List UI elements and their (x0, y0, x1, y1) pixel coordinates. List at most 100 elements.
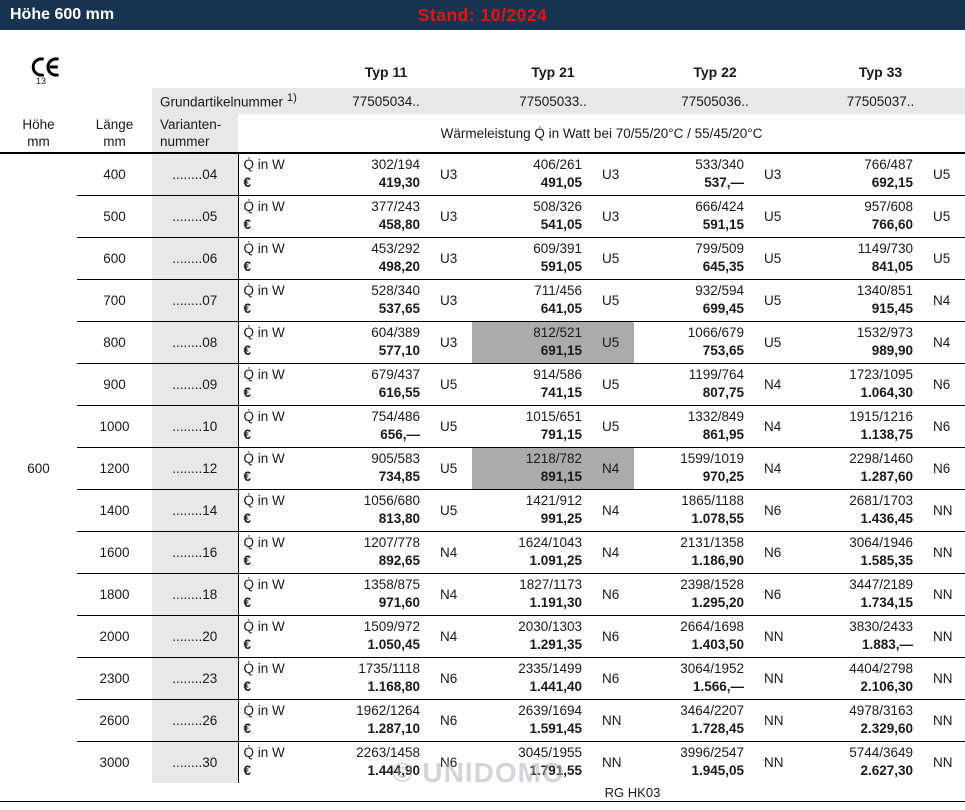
gan-spacer (0, 88, 152, 114)
typ21-leistung-preis: 2335/1499 1.441,40 (472, 656, 583, 699)
typ11-preis: 971,60 (378, 595, 420, 610)
typ33-code: U5 (913, 236, 965, 279)
typ21-leistung-preis: 711/456 641,05 (472, 278, 583, 321)
typ21-preis: 1.291,35 (529, 637, 583, 652)
typ11-preis: 1.287,10 (367, 721, 420, 736)
typ21-preis: 1.791,55 (529, 763, 583, 779)
watt-label: Q̇ in W (243, 451, 285, 466)
typ33-watt: 1149/730 (857, 241, 914, 256)
typ11-watt: 754/486 (371, 409, 420, 424)
typ21-watt: 1624/1043 (518, 535, 583, 550)
typ22-code: N6 (744, 530, 797, 573)
typ11-leistung-preis: 302/194 419,30 (300, 153, 420, 195)
ce-icon (26, 56, 60, 78)
laenge-value: 2300 (77, 656, 152, 699)
row-unit-labels: Q̇ in W € (237, 446, 300, 489)
typ11-watt: 905/583 (371, 451, 420, 466)
typ21-code: NN (582, 698, 635, 741)
typ33-preis: 1.734,15 (860, 595, 914, 610)
typ21-watt: 609/391 (533, 241, 583, 256)
variantennummer-value: ........12 (152, 446, 238, 489)
typ33-preis: 1.064,30 (860, 385, 914, 400)
typ11-preis: 1.168,80 (367, 679, 420, 694)
typ21-code: U5 (582, 362, 635, 405)
variantennummer-value: ........09 (152, 362, 238, 405)
typ22-watt: 2398/1528 (680, 577, 745, 592)
typ33-watt: 2298/1460 (849, 451, 914, 466)
typ33-preis: 1.585,35 (860, 553, 914, 568)
typ21-code: N6 (582, 572, 635, 615)
typ22-leistung-preis: 1865/1188 1.078,55 (634, 488, 745, 531)
typ21-code: U5 (582, 278, 635, 321)
typ21-leistung-preis: 1827/1173 1.191,30 (472, 572, 583, 615)
typ21-leistung-preis: 1218/782 891,15 (472, 446, 583, 489)
typ33-watt: 957/608 (864, 199, 914, 214)
typ22-preis: 1.186,90 (691, 553, 745, 568)
typ11-preis: 813,80 (378, 511, 420, 526)
typ22-code: NN (744, 656, 797, 699)
page-title: Höhe 600 mm (10, 6, 115, 23)
typ22-preis: 1.295,20 (691, 595, 745, 610)
typ21-preis: 791,15 (540, 427, 583, 442)
typ22-leistung-preis: 1066/679 753,65 (634, 320, 745, 363)
typ33-leistung-preis: 1532/973 989,90 (796, 320, 914, 363)
grundartikelnummer-typ21: 77505033.. (472, 88, 635, 114)
typ11-watt: 2263/1458 (356, 745, 420, 761)
variantennummer-value: ........10 (152, 404, 238, 447)
laenge-value: 1400 (77, 488, 152, 531)
typ22-leistung-preis: 1599/1019 970,25 (634, 446, 745, 489)
typ11-code: U3 (420, 236, 473, 279)
euro-icon: € (243, 637, 252, 652)
typ21-code: U5 (582, 404, 635, 447)
typ22-preis: 1.566,— (692, 679, 745, 694)
typ33-code: NN (913, 656, 965, 699)
typ22-watt: 799/509 (695, 241, 745, 256)
typ11-code: U5 (420, 404, 473, 447)
row-unit-labels: Q̇ in W € (237, 740, 300, 783)
typ21-watt: 2335/1499 (518, 661, 583, 676)
typ22-preis: 1.728,45 (691, 721, 745, 736)
typ22-watt: 2664/1698 (680, 619, 745, 634)
typ11-preis: 1.444,90 (367, 763, 420, 779)
typ22-leistung-preis: 799/509 645,35 (634, 236, 745, 279)
typ33-leistung-preis: 1915/1216 1.138,75 (796, 404, 914, 447)
table-row: 600 ........06 Q̇ in W €453/292 498,20 U3 609/… (0, 236, 965, 279)
typ11-watt: 453/292 (371, 241, 420, 256)
table-row: 900 ........09 Q̇ in W €679/437 616,55 U5 914/… (0, 362, 965, 405)
typ33-preis: 989,90 (871, 343, 914, 358)
typ11-leistung-preis: 604/389 577,10 (300, 320, 420, 363)
variantennummer-value: ........05 (152, 194, 238, 237)
variantennummer-value: ........23 (152, 656, 238, 699)
typ21-code: U5 (582, 236, 635, 279)
laenge-value: 2600 (77, 698, 152, 741)
watt-label: Q̇ in W (243, 745, 285, 761)
typ11-leistung-preis: 2263/1458 1.444,90 (300, 740, 420, 783)
typ21-preis: 741,15 (540, 385, 583, 400)
waermeleistung-header: Wärmeleistung Q̇ in Watt bei 70/55/20°C … (238, 114, 965, 154)
typ33-watt: 5744/3649 (849, 745, 914, 761)
typ21-watt: 1218/782 (525, 451, 583, 466)
typ33-preis: 766,60 (871, 217, 914, 232)
typ11-code: N6 (420, 656, 473, 699)
row-unit-labels: Q̇ in W € (237, 614, 300, 657)
typ11-watt: 302/194 (371, 157, 420, 173)
row-unit-labels: Q̇ in W € (237, 572, 300, 615)
table-row: 2300 ........23 Q̇ in W €1735/1118 1.168,80 N… (0, 656, 965, 699)
typ33-code: NN (913, 740, 965, 783)
typ21-preis: 891,15 (540, 469, 583, 484)
stand-date: Stand: 10/2024 (417, 5, 548, 25)
typ11-leistung-preis: 679/437 616,55 (300, 362, 420, 405)
typ33-leistung-preis: 2298/1460 1.287,60 (796, 446, 914, 489)
table-row: 800 ........08 Q̇ in W €604/389 577,10 U3 812/… (0, 320, 965, 363)
typ21-watt: 711/456 (534, 283, 583, 298)
typ33-code: U5 (933, 166, 951, 182)
typ21-leistung-preis: 2030/1303 1.291,35 (472, 614, 583, 657)
row-unit-labels: Q̇ in W € (237, 236, 300, 279)
euro-icon: € (243, 511, 252, 526)
typ11-code: N6 (420, 740, 473, 783)
typ22-preis: 970,25 (702, 469, 745, 484)
typ22-preis: 807,75 (702, 385, 745, 400)
typ11-preis: 498,20 (378, 259, 420, 274)
euro-icon: € (243, 259, 252, 274)
typ11-code: N4 (420, 614, 473, 657)
